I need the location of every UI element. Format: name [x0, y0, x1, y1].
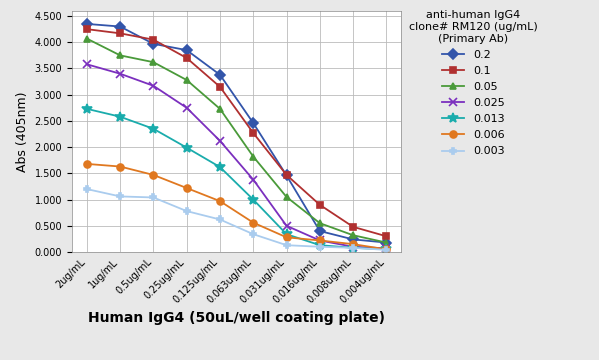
- 0.1: [216, 85, 223, 89]
- 0.025: [383, 246, 390, 251]
- 0.1: [183, 56, 190, 60]
- 0.013: [250, 197, 257, 202]
- 0.025: [216, 139, 223, 143]
- X-axis label: Human IgG4 (50uL/well coating plate): Human IgG4 (50uL/well coating plate): [88, 311, 385, 325]
- 0.013: [117, 114, 124, 119]
- 0.05: [183, 78, 190, 82]
- 0.2: [383, 240, 390, 245]
- 0.1: [83, 27, 90, 31]
- 0.006: [183, 186, 190, 190]
- 0.2: [216, 73, 223, 77]
- 0.025: [316, 238, 323, 243]
- Line: 0.006: 0.006: [83, 161, 390, 253]
- Line: 0.003: 0.003: [83, 186, 390, 253]
- 0.013: [216, 165, 223, 169]
- 0.006: [250, 220, 257, 225]
- Line: 0.1: 0.1: [83, 26, 390, 240]
- Line: 0.013: 0.013: [82, 104, 391, 254]
- 0.2: [349, 237, 356, 242]
- 0.003: [83, 187, 90, 191]
- 0.006: [383, 247, 390, 252]
- 0.1: [383, 234, 390, 238]
- 0.013: [83, 107, 90, 111]
- 0.025: [250, 177, 257, 182]
- Line: 0.05: 0.05: [83, 35, 390, 246]
- 0.1: [283, 173, 290, 177]
- 0.003: [383, 248, 390, 252]
- 0.013: [150, 127, 157, 131]
- 0.003: [283, 243, 290, 247]
- 0.006: [316, 238, 323, 243]
- 0.003: [183, 209, 190, 213]
- 0.2: [283, 173, 290, 177]
- 0.003: [216, 217, 223, 222]
- 0.013: [383, 247, 390, 252]
- 0.006: [216, 199, 223, 203]
- 0.006: [83, 162, 90, 166]
- 0.05: [216, 107, 223, 111]
- 0.2: [183, 48, 190, 52]
- 0.05: [250, 154, 257, 159]
- 0.003: [150, 195, 157, 200]
- 0.05: [83, 36, 90, 41]
- 0.006: [349, 242, 356, 246]
- 0.025: [183, 105, 190, 110]
- Y-axis label: Abs (405nm): Abs (405nm): [16, 91, 29, 172]
- 0.025: [283, 224, 290, 228]
- 0.05: [383, 240, 390, 245]
- 0.013: [283, 232, 290, 236]
- 0.006: [117, 165, 124, 169]
- 0.025: [150, 84, 157, 88]
- Line: 0.025: 0.025: [83, 60, 391, 252]
- 0.2: [117, 24, 124, 29]
- 0.2: [316, 229, 323, 233]
- 0.05: [349, 233, 356, 237]
- 0.2: [250, 121, 257, 125]
- Legend: 0.2, 0.1, 0.05, 0.025, 0.013, 0.006, 0.003: 0.2, 0.1, 0.05, 0.025, 0.013, 0.006, 0.0…: [405, 6, 542, 161]
- 0.003: [316, 244, 323, 249]
- 0.025: [117, 72, 124, 76]
- 0.2: [150, 42, 157, 46]
- Line: 0.2: 0.2: [83, 21, 390, 246]
- 0.2: [83, 22, 90, 26]
- 0.1: [349, 225, 356, 229]
- 0.1: [150, 37, 157, 42]
- 0.013: [349, 246, 356, 250]
- 0.05: [150, 60, 157, 64]
- 0.003: [349, 246, 356, 250]
- 0.006: [150, 173, 157, 177]
- 0.05: [117, 53, 124, 58]
- 0.013: [316, 243, 323, 247]
- 0.025: [83, 62, 90, 67]
- 0.05: [316, 221, 323, 225]
- 0.003: [117, 194, 124, 199]
- 0.1: [250, 131, 257, 135]
- 0.013: [183, 145, 190, 150]
- 0.006: [283, 235, 290, 239]
- 0.003: [250, 232, 257, 236]
- 0.025: [349, 244, 356, 249]
- 0.1: [316, 203, 323, 207]
- 0.05: [283, 195, 290, 199]
- 0.1: [117, 31, 124, 36]
